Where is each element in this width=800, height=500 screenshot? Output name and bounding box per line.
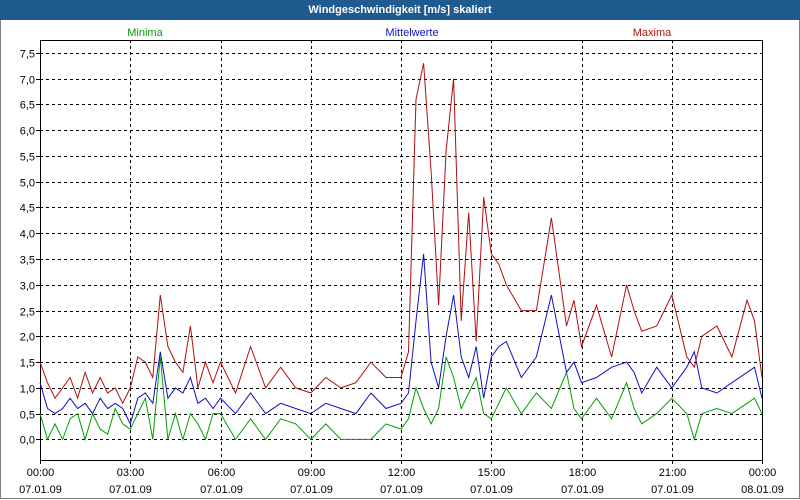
x-tick-date-label: 07.01.09 [109,484,152,496]
grid-layer [40,40,762,460]
x-tick-time-label: 15:00 [478,467,506,479]
y-tick-label: 0,0 [20,435,35,447]
x-tick-date-label: 08.01.09 [741,484,784,496]
y-tick-label: 4,0 [20,229,35,241]
axis-layer: 7,5 7,0 6,5 6,0 5,5 5,0 4,5 4,0 3,5 3,0 2,5 2,0 1,5 1… [19,49,784,497]
series-line-minima [39,356,763,442]
y-tick-label: 1,0 [20,384,35,396]
x-tick-time-label: 00:00 [27,467,55,479]
x-tick-time-label: 21:00 [659,467,687,479]
x-tick-date-label: 07.01.09 [19,484,62,496]
y-tick-label: 6,5 [20,100,35,112]
legend-maxima: Maxima [633,27,672,39]
series-layer [39,63,763,442]
window-title: Windgeschwindigkeit [m/s] skaliert [0,0,800,20]
x-tick-time-label: 00:00 [749,467,777,479]
x-tick-time-label: 09:00 [298,467,326,479]
y-tick-label: 0,5 [20,410,35,422]
series-line-maxima [39,63,763,405]
x-tick-date-label: 07.01.09 [651,484,694,496]
x-tick-time-label: 18:00 [569,467,597,479]
legend-mittelwerte: Mittelwerte [385,27,438,39]
series-line-mittelwerte [39,253,763,426]
x-tick-date-label: 07.01.09 [200,484,243,496]
y-tick-label: 3,5 [20,255,35,267]
y-tick-label: 4,5 [20,203,35,215]
y-tick-label: 6,0 [20,126,35,138]
y-tick-label: 1,5 [20,358,35,370]
y-tick-label: 5,5 [20,152,35,164]
x-tick-date-label: 07.01.09 [380,484,423,496]
y-tick-label: 7,0 [20,75,35,87]
y-tick-label: 2,0 [20,332,35,344]
legend-layer: Minima Mittelwerte Maxima [127,27,672,39]
x-tick-date-label: 07.01.09 [561,484,604,496]
y-tick-label: 5,0 [20,178,35,190]
y-tick-label: 7,5 [20,49,35,61]
y-tick-label: 3,0 [20,281,35,293]
x-tick-time-label: 12:00 [388,467,416,479]
x-tick-date-label: 07.01.09 [470,484,513,496]
x-tick-time-label: 03:00 [117,467,145,479]
x-tick-date-label: 07.01.09 [290,484,333,496]
x-tick-time-label: 06:00 [208,467,236,479]
legend-minima: Minima [127,27,163,39]
y-tick-label: 2,5 [20,307,35,319]
